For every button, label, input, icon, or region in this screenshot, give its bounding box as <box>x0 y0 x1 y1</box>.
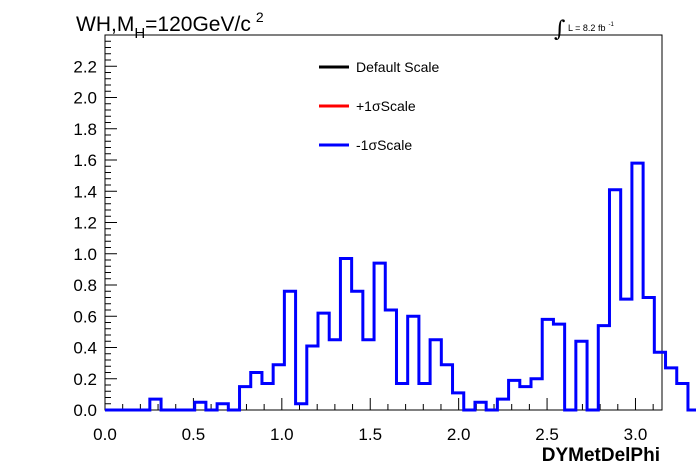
x-tick-label: 2.5 <box>535 425 559 444</box>
y-tick-label: 1.4 <box>73 182 97 201</box>
x-tick-label: 1.0 <box>270 425 294 444</box>
legend: Default Scale +1σScale -1σScale <box>319 59 439 153</box>
y-tick-label: 1.8 <box>73 120 97 139</box>
y-axis: 0.0 0.2 0.4 0.6 0.8 1.0 1.2 1.4 1.6 1.8 2.0 2.2 <box>73 34 117 420</box>
legend-label-plus1sigma: +1σScale <box>356 98 416 114</box>
y-tick-label: 0.0 <box>73 401 97 420</box>
x-tick-label: 3.0 <box>624 425 648 444</box>
plot-frame <box>104 34 663 411</box>
luminosity-label: ∫ L = 8.2 fb -1 <box>554 17 614 42</box>
y-tick-label: 1.0 <box>73 245 97 264</box>
x-tick-label: 0.0 <box>93 425 117 444</box>
y-tick-label: 0.2 <box>73 370 97 389</box>
integral-sign: ∫ <box>554 17 566 42</box>
title-rest: =120GeV/c <box>145 13 251 36</box>
y-tick-label: 0.4 <box>73 339 97 358</box>
x-tick-label: 2.0 <box>447 425 471 444</box>
title-subscript: H <box>134 25 145 42</box>
lumi-text: L = 8.2 fb -1 <box>568 22 614 33</box>
series-layer <box>105 161 696 412</box>
legend-label-default: Default Scale <box>356 59 439 75</box>
title-main: WH,M <box>76 13 134 36</box>
y-tick-label: 2.2 <box>73 57 97 76</box>
x-axis: 0.0 0.5 1.0 1.5 2.0 2.5 3.0 <box>93 398 654 444</box>
y-tick-label: 1.6 <box>73 151 97 170</box>
lumi-value: L = 8.2 fb <box>568 23 605 33</box>
x-tick-label: 1.5 <box>358 425 382 444</box>
y-tick-label: 1.2 <box>73 214 97 233</box>
legend-label-minus1sigma: -1σScale <box>356 137 412 153</box>
series-line-2 <box>105 161 696 412</box>
x-tick-label: 0.5 <box>182 425 206 444</box>
y-tick-label: 0.6 <box>73 307 97 326</box>
y-tick-label: 0.8 <box>73 276 97 295</box>
chart-title: WH,MH=120GeV/c 2 <box>76 9 264 42</box>
y-tick-label: 2.0 <box>73 89 97 108</box>
title-superscript: 2 <box>256 9 264 25</box>
lumi-superscript: -1 <box>608 22 614 28</box>
x-axis-label: DYMetDelPhi <box>542 445 660 466</box>
